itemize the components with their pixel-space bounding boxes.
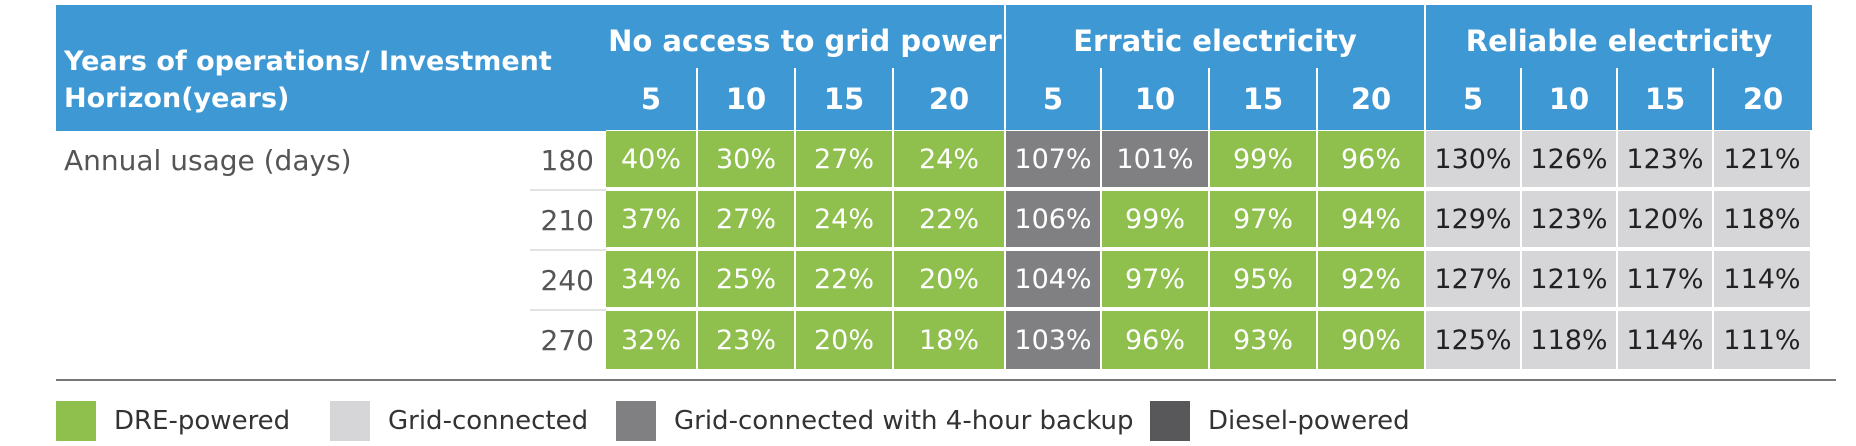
table-cell: 37% <box>606 191 698 249</box>
table-cell: 130% <box>1426 131 1522 189</box>
table-cell: 92% <box>1318 251 1426 309</box>
table-cell: 99% <box>1102 191 1210 249</box>
table-cell: 106% <box>1006 191 1102 249</box>
year-header: 10 <box>1522 68 1618 130</box>
table-cell: 118% <box>1522 311 1618 369</box>
usage-days: 180 <box>540 143 594 177</box>
table-cell: 22% <box>796 251 894 309</box>
table-cell: 20% <box>894 251 1006 309</box>
table-cell: 121% <box>1522 251 1618 309</box>
year-header: 20 <box>1318 68 1426 130</box>
year-header: 10 <box>698 68 796 130</box>
table-cell: 96% <box>1102 311 1210 369</box>
legend-swatch <box>330 401 370 441</box>
table-cell: 103% <box>1006 311 1102 369</box>
year-header: 10 <box>1102 68 1210 130</box>
usage-days: 240 <box>540 263 594 297</box>
table-cell: 117% <box>1618 251 1714 309</box>
table-cell: 27% <box>698 191 796 249</box>
table-cell: 121% <box>1714 131 1812 189</box>
legend-swatch <box>1150 401 1190 441</box>
group-header: Erratic electricity <box>1006 5 1426 77</box>
year-header: 5 <box>1426 68 1522 130</box>
table-cell: 123% <box>1522 191 1618 249</box>
header-title: Years of operations/ Investment Horizon(… <box>56 5 606 131</box>
group-header: Reliable electricity <box>1426 5 1812 77</box>
table-cell: 123% <box>1618 131 1714 189</box>
table-cell: 104% <box>1006 251 1102 309</box>
legend-label: Grid-connected with 4-hour backup <box>674 406 1134 436</box>
legend-swatch <box>56 401 96 441</box>
row-divider <box>530 189 606 191</box>
table-cell: 24% <box>796 191 894 249</box>
table-cell: 97% <box>1210 191 1318 249</box>
table-cell: 22% <box>894 191 1006 249</box>
table-cell: 94% <box>1318 191 1426 249</box>
legend-label: Diesel-powered <box>1208 406 1410 436</box>
table-cell: 101% <box>1102 131 1210 189</box>
table-cell: 114% <box>1714 251 1812 309</box>
table-cell: 120% <box>1618 191 1714 249</box>
table-cell: 99% <box>1210 131 1318 189</box>
usage-days: 270 <box>540 323 594 357</box>
table-cell: 30% <box>698 131 796 189</box>
legend-label: Grid-connected <box>388 406 589 436</box>
table-cell: 107% <box>1006 131 1102 189</box>
table-cell: 25% <box>698 251 796 309</box>
year-header: 20 <box>1714 68 1812 130</box>
table-cell: 97% <box>1102 251 1210 309</box>
legend-label: DRE-powered <box>114 406 291 436</box>
table-cell: 24% <box>894 131 1006 189</box>
year-header: 15 <box>1210 68 1318 130</box>
table-cell: 34% <box>606 251 698 309</box>
row-divider <box>530 249 606 251</box>
table-cell: 125% <box>1426 311 1522 369</box>
year-header: 15 <box>796 68 894 130</box>
year-header: 20 <box>894 68 1006 130</box>
table-cell: 20% <box>796 311 894 369</box>
table-bottom-rule <box>56 379 1836 381</box>
usage-days: 210 <box>540 203 594 237</box>
table-cell: 90% <box>1318 311 1426 369</box>
table-cell: 18% <box>894 311 1006 369</box>
table-cell: 27% <box>796 131 894 189</box>
year-header: 5 <box>606 68 698 130</box>
table-cell: 126% <box>1522 131 1618 189</box>
table-cell: 93% <box>1210 311 1318 369</box>
table-cell: 40% <box>606 131 698 189</box>
table-cell: 96% <box>1318 131 1426 189</box>
table-cell: 127% <box>1426 251 1522 309</box>
table-cell: 95% <box>1210 251 1318 309</box>
row-label: Annual usage (days) <box>64 143 352 177</box>
table-cell: 111% <box>1714 311 1812 369</box>
table-cell: 32% <box>606 311 698 369</box>
table-cell: 114% <box>1618 311 1714 369</box>
year-header: 15 <box>1618 68 1714 130</box>
year-header: 5 <box>1006 68 1102 130</box>
table-cell: 129% <box>1426 191 1522 249</box>
row-divider <box>530 309 606 311</box>
legend-swatch <box>616 401 656 441</box>
table-cell: 23% <box>698 311 796 369</box>
table-cell: 118% <box>1714 191 1812 249</box>
group-header: No access to grid power <box>606 5 1006 77</box>
